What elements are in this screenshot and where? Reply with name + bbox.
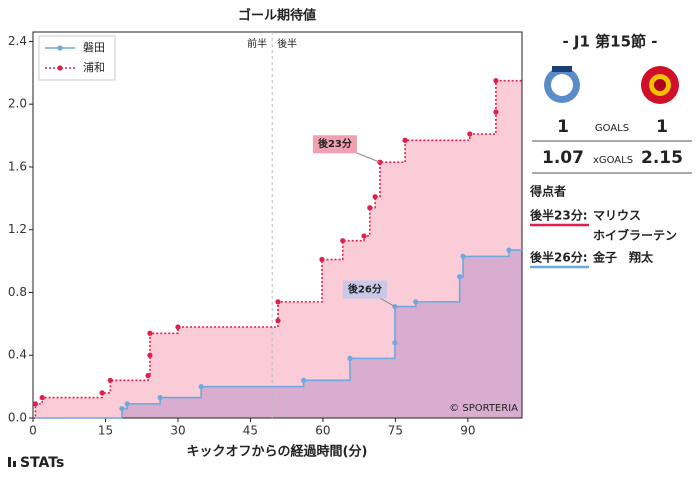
y-tick-label: 1.2 xyxy=(8,222,27,236)
legend-label: 磐田 xyxy=(83,40,105,54)
y-tick-label: 0.0 xyxy=(8,411,27,425)
xg-point xyxy=(124,401,130,407)
xg-point xyxy=(275,318,281,324)
xg-point xyxy=(467,131,473,137)
goals-label: GOALS xyxy=(595,123,629,134)
xg-point xyxy=(460,253,466,259)
legend-box xyxy=(38,35,116,81)
annotation: 後23分 xyxy=(318,137,352,150)
xg-point xyxy=(340,238,346,244)
scorer-name: マリウス xyxy=(593,209,641,223)
y-tick-label: 2.0 xyxy=(8,97,27,111)
xg-point xyxy=(367,205,373,211)
xg-point xyxy=(145,373,151,379)
watermark: © SPORTERIA xyxy=(449,403,518,414)
home-goals: 1 xyxy=(557,117,569,137)
xg-point xyxy=(147,352,153,358)
annotation-box xyxy=(342,280,387,299)
xg-point xyxy=(506,247,512,253)
xg-point xyxy=(300,377,307,383)
xg-point xyxy=(402,137,408,143)
home-xg: 1.07 xyxy=(542,148,584,168)
y-tick-label: 1.6 xyxy=(8,159,27,173)
xg-point xyxy=(493,109,499,115)
x-tick-label: 0 xyxy=(29,424,37,438)
xg-point xyxy=(361,233,367,239)
scorer-name: ホイブラーテン xyxy=(593,228,677,243)
round: - J1 第15節 - xyxy=(562,33,657,51)
y-tick-label: 2.4 xyxy=(8,34,27,48)
away-logo xyxy=(641,66,679,104)
scorers-title: 得点者 xyxy=(529,184,566,199)
x-tick-label: 45 xyxy=(243,424,258,438)
logo-bar xyxy=(8,457,11,467)
xgoals-label: xGOALS xyxy=(593,155,633,166)
xg-line xyxy=(33,79,522,419)
xg-point xyxy=(157,395,163,401)
x-tick-label: 90 xyxy=(460,424,475,438)
y-tick-label: 0.4 xyxy=(8,348,27,362)
annotation-box xyxy=(312,135,357,154)
scorer-time: 後半23分: xyxy=(530,208,588,223)
legend-marker xyxy=(57,45,63,51)
xg-point xyxy=(392,340,398,346)
xg-point xyxy=(372,194,378,200)
x-axis-label: キックオフからの経過時間(分) xyxy=(187,444,368,460)
logo-bar xyxy=(13,461,16,467)
xg-point xyxy=(413,299,419,305)
chart-title: ゴール期待値 xyxy=(238,8,316,24)
first-half-label: 前半 xyxy=(247,37,267,50)
away-goals: 1 xyxy=(656,117,668,137)
area xyxy=(33,250,522,418)
y-tick-label: 0.8 xyxy=(8,285,27,299)
xg-point xyxy=(175,324,181,330)
xg-point xyxy=(457,274,463,280)
xg-point xyxy=(493,78,499,84)
legend-label: 浦和 xyxy=(83,61,105,74)
plot-frame xyxy=(32,31,523,419)
scorer-name: 金子 翔太 xyxy=(592,250,654,265)
xg-point xyxy=(119,405,125,412)
xg-point xyxy=(107,377,113,383)
area xyxy=(33,80,522,418)
x-tick-label: 30 xyxy=(170,424,185,438)
xg-point xyxy=(39,395,45,401)
xg-point xyxy=(347,355,353,361)
footer-logo: STATs xyxy=(20,455,64,471)
away-xg: 2.15 xyxy=(641,148,683,168)
x-tick-label: 60 xyxy=(315,424,330,438)
scorer-time: 後半26分: xyxy=(530,250,588,265)
xg-point xyxy=(198,384,204,390)
xg-point xyxy=(32,401,39,407)
legend-marker xyxy=(57,65,63,71)
xg-point xyxy=(147,330,153,336)
xg-point xyxy=(319,256,325,263)
x-tick-label: 15 xyxy=(98,424,113,438)
xg-point xyxy=(275,299,281,305)
home-logo xyxy=(544,66,580,103)
annotation: 後26分 xyxy=(348,283,382,296)
xg-point xyxy=(99,390,105,396)
second-half-label: 後半 xyxy=(277,37,297,50)
x-tick-label: 75 xyxy=(388,424,403,438)
